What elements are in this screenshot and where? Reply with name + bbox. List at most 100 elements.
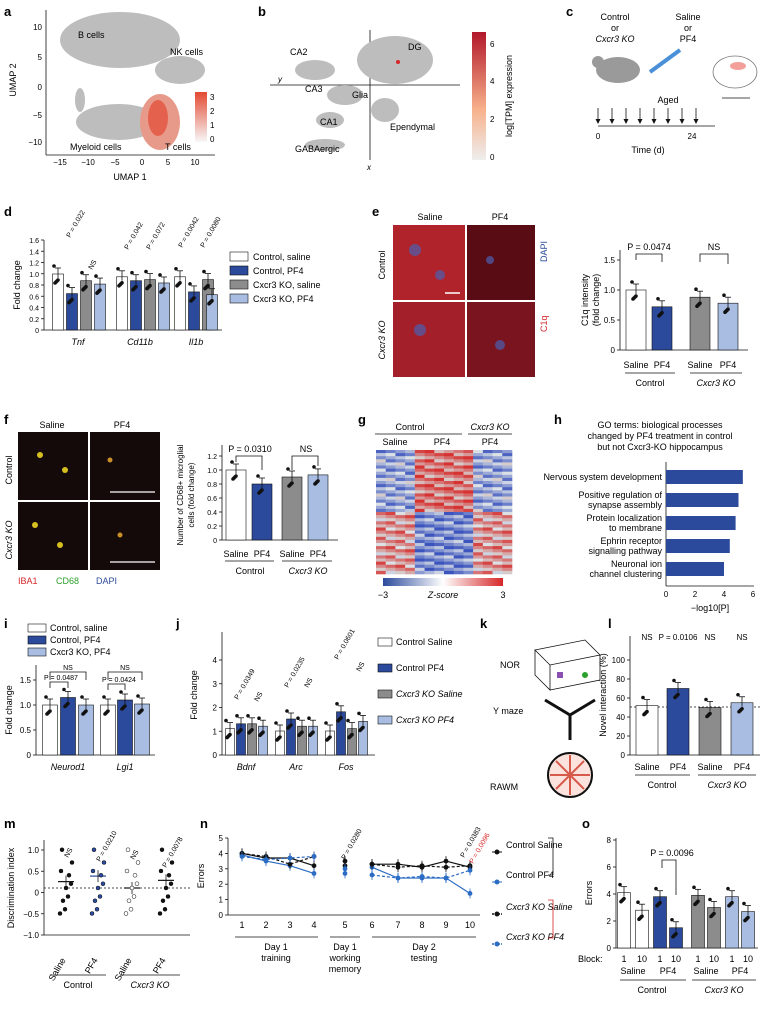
i-pval-3: P = 0.0424 xyxy=(102,677,136,684)
svg-text:NS: NS xyxy=(704,633,715,642)
svg-text:Cxcr3 KO PF4: Cxcr3 KO PF4 xyxy=(396,715,454,725)
data-point xyxy=(630,280,634,284)
a-colorbar xyxy=(195,92,207,142)
svg-text:Saline: Saline xyxy=(47,956,68,983)
panel-c: c Control or Cxcr3 KO Saline or PF4 Aged… xyxy=(566,4,758,155)
data-point xyxy=(56,278,60,282)
label-ependymal: Ependymal xyxy=(390,122,435,132)
data-point xyxy=(136,694,140,698)
b-cluster-glia xyxy=(327,85,363,105)
panel-h: h GO terms: biological processes changed… xyxy=(543,412,755,613)
a-ylabel: UMAP 2 xyxy=(8,63,18,96)
f-row-control: Control xyxy=(4,455,14,484)
i-bar xyxy=(60,697,76,756)
panel-letter-o: o xyxy=(582,816,590,831)
f-img-control-saline xyxy=(18,432,88,500)
i-bars xyxy=(42,687,150,756)
g-top-control: Control xyxy=(395,422,424,432)
data-point xyxy=(286,467,290,471)
svg-text:0: 0 xyxy=(213,751,218,760)
data-point xyxy=(658,900,662,905)
n-point xyxy=(287,861,293,867)
data-point xyxy=(120,281,124,285)
data-point xyxy=(60,898,66,903)
data-point xyxy=(676,692,680,697)
m-bars xyxy=(57,847,175,916)
m-xcats: Saline PF4 Saline PF4 xyxy=(47,956,168,983)
data-point xyxy=(618,882,622,887)
data-point xyxy=(169,860,175,865)
h-bar xyxy=(666,562,724,576)
n-point xyxy=(395,864,401,870)
svg-text:0: 0 xyxy=(213,538,217,545)
data-point xyxy=(656,297,660,301)
n-series-line xyxy=(371,866,471,894)
data-point xyxy=(116,267,120,271)
n-block-3a: Day 2 xyxy=(412,942,436,952)
l-group-ko: Cxcr3 KO xyxy=(707,780,746,790)
data-point xyxy=(163,885,169,891)
b-cluster-ca2 xyxy=(295,60,335,80)
n-block-2a: Day 1 xyxy=(333,942,357,952)
svg-text:4: 4 xyxy=(490,77,495,86)
data-point xyxy=(65,894,71,899)
panel-a: a B cells NK cells Myeloid cells T cells… xyxy=(4,4,215,182)
svg-text:0: 0 xyxy=(490,153,495,162)
svg-text:0: 0 xyxy=(35,889,40,898)
data-point xyxy=(106,709,110,713)
data-point xyxy=(95,885,101,891)
j-legend: Control Saline Control PF4 Cxcr3 KO Sali… xyxy=(377,637,463,725)
svg-text:PF4: PF4 xyxy=(83,956,100,975)
data-point xyxy=(357,711,361,716)
d-ylabel: Fold change xyxy=(12,260,22,310)
data-point xyxy=(654,886,658,891)
label-ca3: CA3 xyxy=(305,84,323,94)
svg-text:0: 0 xyxy=(210,135,215,144)
data-point xyxy=(722,293,726,298)
a-colorbar-ticks: 3 2 1 0 xyxy=(210,93,215,144)
data-point xyxy=(52,264,56,268)
data-point xyxy=(674,931,678,936)
svg-text:20: 20 xyxy=(616,732,625,741)
svg-text:0: 0 xyxy=(27,751,32,760)
b-cluster-dg xyxy=(357,36,433,84)
n-point xyxy=(419,874,425,879)
svg-text:5: 5 xyxy=(342,920,347,930)
data-point xyxy=(260,488,264,492)
svg-text:0.8: 0.8 xyxy=(207,482,217,489)
o-xcats: Saline PF4 Saline PF4 xyxy=(620,966,748,976)
a-xticks: −15 −10 −5 0 5 10 xyxy=(53,158,200,167)
svg-text:0.6: 0.6 xyxy=(29,294,39,301)
svg-text:synapse assembly: synapse assembly xyxy=(588,500,663,510)
data-point xyxy=(672,678,676,683)
n-point xyxy=(311,863,317,869)
data-point xyxy=(69,860,75,865)
e-col-pf4: PF4 xyxy=(492,212,509,222)
svg-text:P = 0.0080: P = 0.0080 xyxy=(200,216,223,249)
svg-text:Control, saline: Control, saline xyxy=(50,623,108,633)
o-ylabel: Errors xyxy=(584,880,594,905)
svg-text:2: 2 xyxy=(263,920,268,930)
label-b-cells: B cells xyxy=(78,30,105,40)
svg-text:Neuronal ion: Neuronal ion xyxy=(611,559,662,569)
h-title-2: changed by PF4 treatment in control xyxy=(587,431,732,441)
label-nk-cells: NK cells xyxy=(170,47,204,57)
svg-text:−5: −5 xyxy=(33,111,43,120)
c-treat-1: Saline xyxy=(675,12,700,22)
data-point xyxy=(670,917,674,922)
g-top-ko: Cxcr3 KO xyxy=(470,422,509,432)
j-ylabel: Fold change xyxy=(189,670,199,720)
k-rawm: RAWM xyxy=(490,782,518,792)
data-point xyxy=(125,847,131,852)
b-cluster-ca1 xyxy=(316,112,344,128)
svg-text:Ephrin receptor: Ephrin receptor xyxy=(600,536,662,546)
e-img-control-pf4 xyxy=(467,225,535,300)
n-point xyxy=(395,875,401,881)
umap-cluster-myeloid xyxy=(76,104,160,140)
data-point xyxy=(300,730,304,734)
e-stain-c1q: C1q xyxy=(539,315,549,332)
svg-text:Protein localization: Protein localization xyxy=(586,513,662,523)
svg-text:1: 1 xyxy=(729,954,734,964)
data-point xyxy=(134,881,140,886)
panel-b: b CA2 DG CA3 Glia CA1 Ependymal GABAergi… xyxy=(258,4,514,172)
